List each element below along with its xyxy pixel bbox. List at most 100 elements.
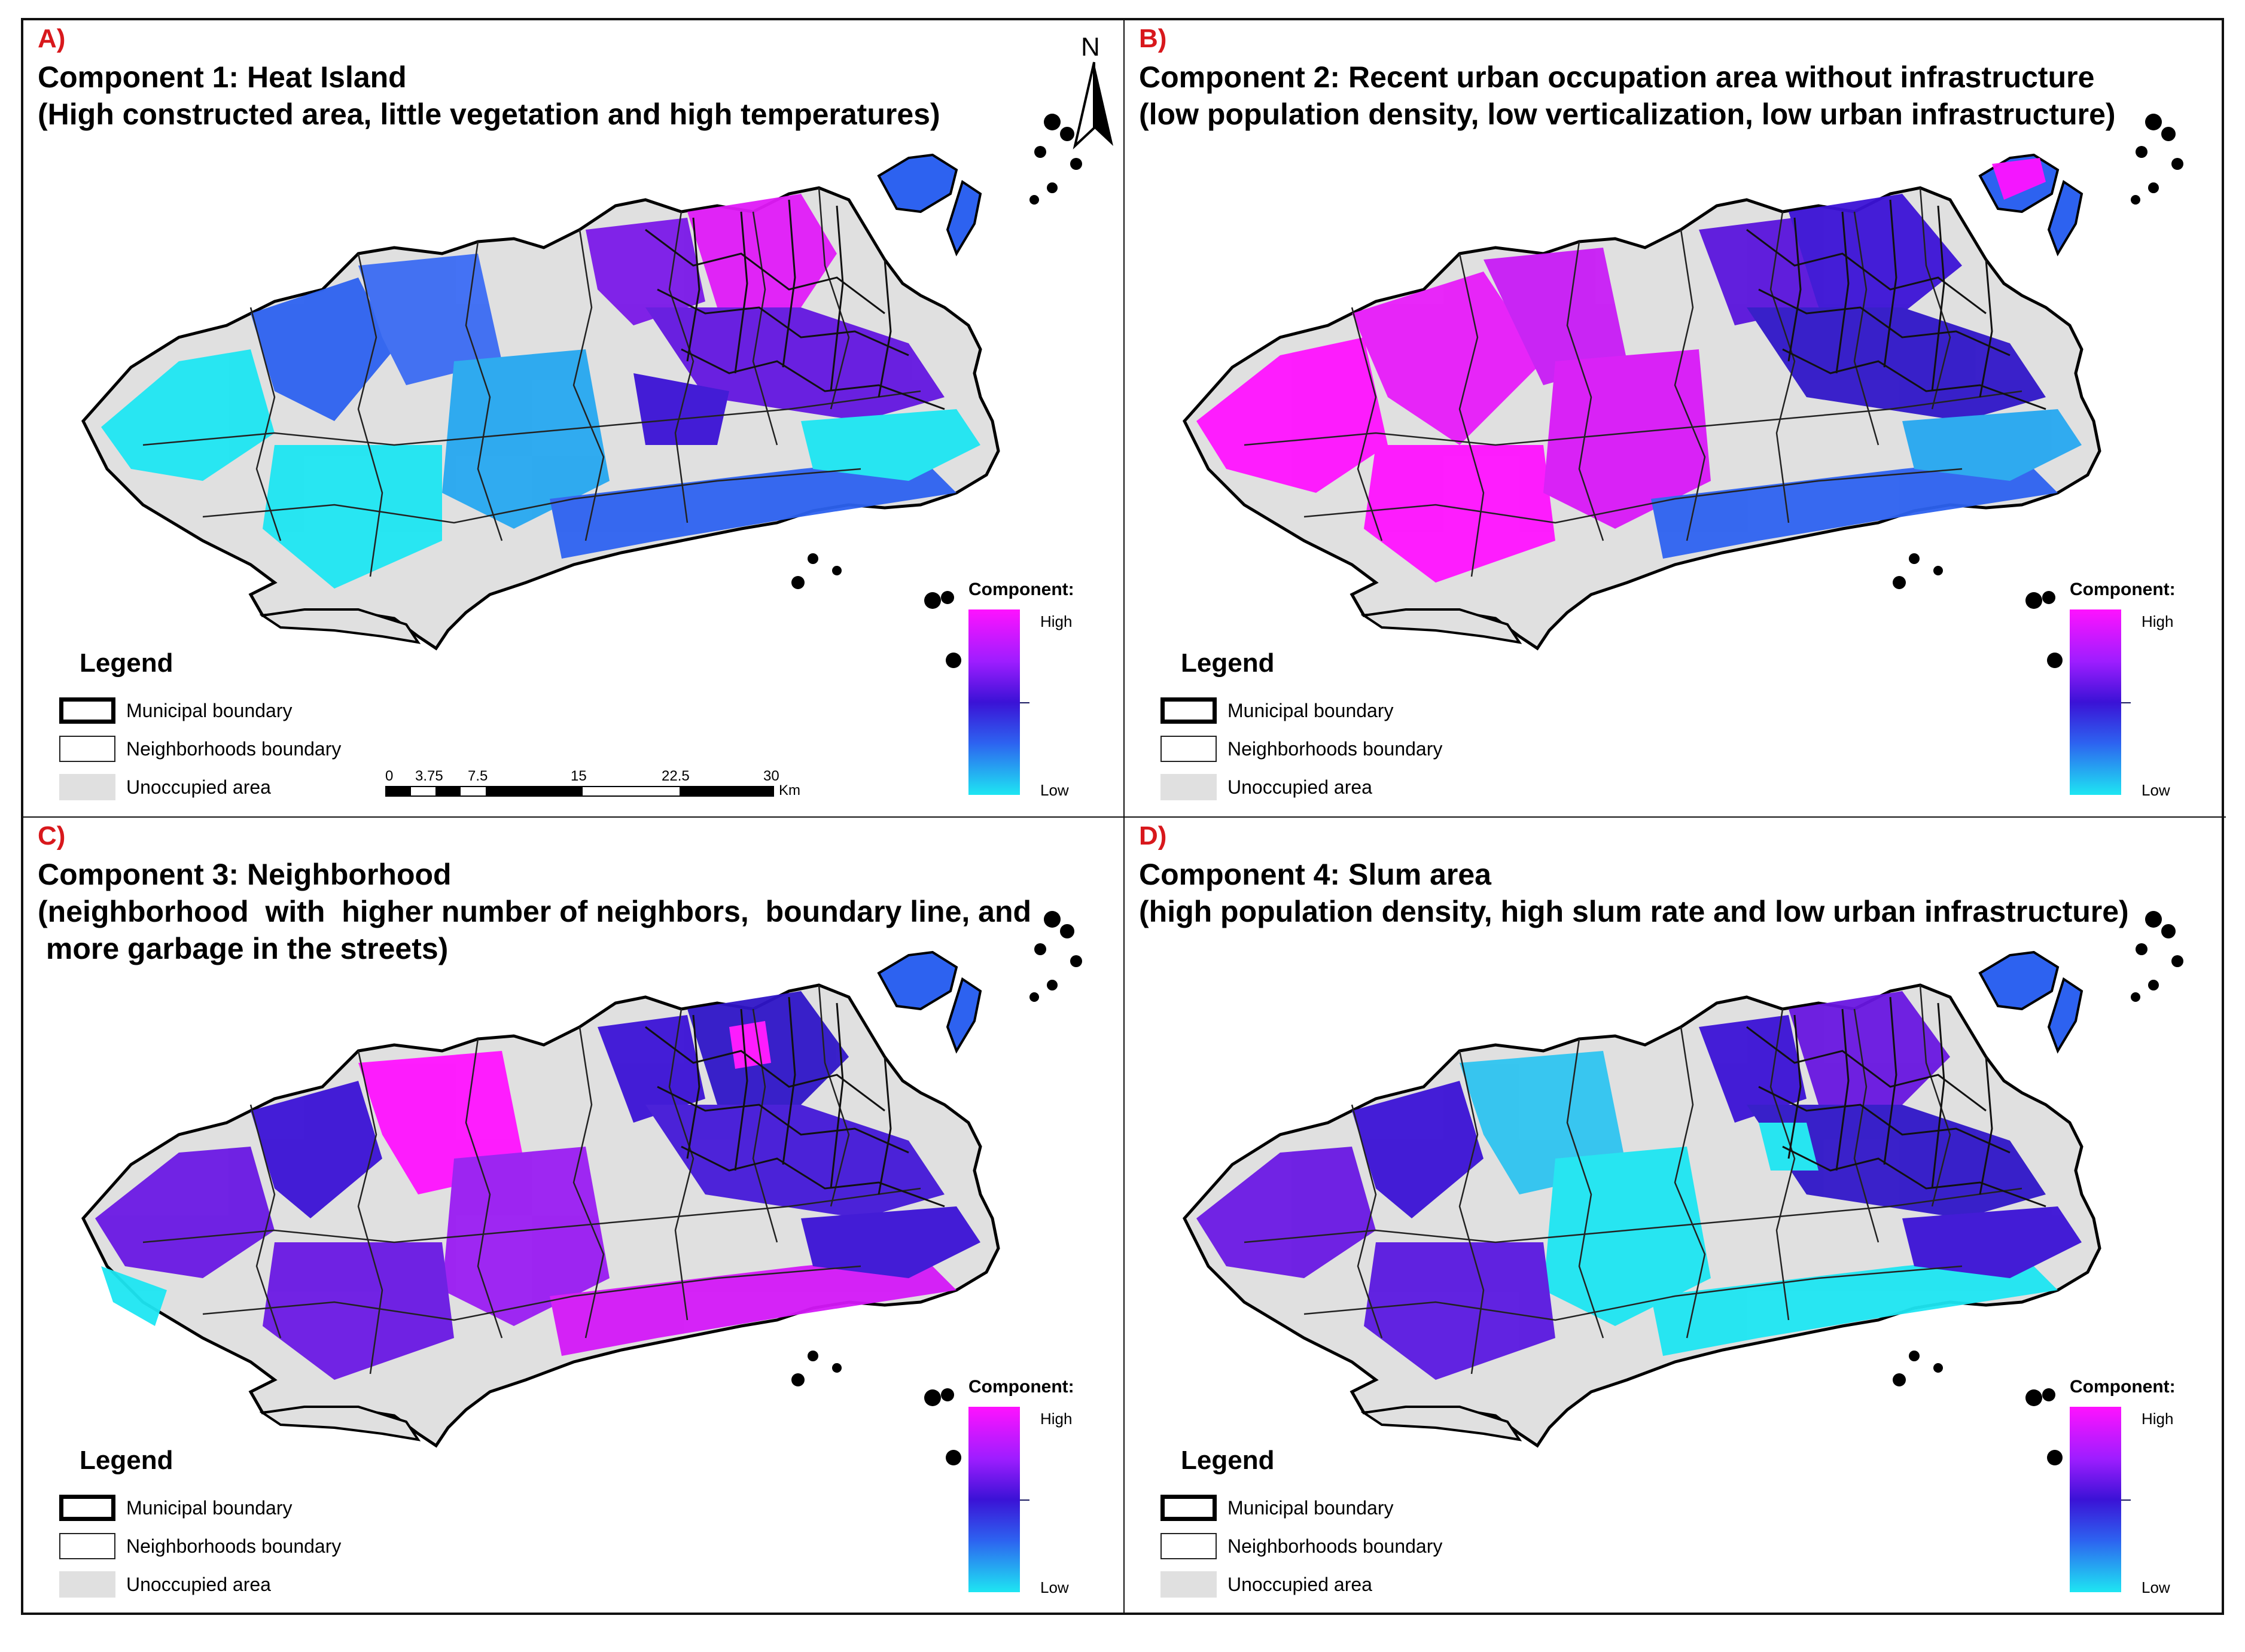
colorbar-low-label: Low [2142,781,2170,799]
legend: Legend Municipal boundary Neighborhoods … [1160,648,1442,806]
colorbar-midline [1020,702,1029,703]
colorbar-high-label: High [2142,1410,2174,1428]
legend-label: Unoccupied area [126,776,271,798]
colorbar-title: Component: [968,580,1074,599]
neighborhoods-swatch [1160,736,1217,762]
legend: Legend Municipal boundary Neighborhoods … [1160,1446,1442,1604]
legend: Legend Municipal boundary Neighborhoods … [59,1446,341,1604]
legend-label: Neighborhoods boundary [126,737,342,760]
colorbar-low-label: Low [2142,1578,2170,1596]
neighborhoods-swatch [59,736,115,762]
legend-item-neighborhoods: Neighborhoods boundary [59,1527,341,1565]
neighborhoods-swatch [1160,1533,1217,1559]
legend-label: Municipal boundary [1227,699,1394,721]
panel-tag: D) [1139,821,1167,851]
legend-label: Neighborhoods boundary [1227,737,1443,760]
panel-tag: B) [1139,24,1167,53]
legend-title: Legend [80,648,173,678]
legend-label: Unoccupied area [1227,776,1372,798]
colorbar [968,1407,1020,1592]
legend-label: Unoccupied area [126,1573,271,1595]
colorbar [2070,609,2121,795]
panel-title-line: Component 2: Recent urban occupation are… [1139,60,2095,94]
legend-label: Municipal boundary [126,699,293,721]
choropleth-map [1125,110,2226,768]
legend-title: Legend [80,1446,173,1475]
legend-item-municipal: Municipal boundary [1160,691,1442,730]
legend-label: Neighborhoods boundary [126,1535,342,1557]
panel-title-line: Component 4: Slum area [1139,858,1491,891]
colorbar-title: Component: [2070,580,2176,599]
panel-title-line: more garbage in the streets) [38,932,449,965]
colorbar-low-label: Low [1040,1578,1069,1596]
north-arrow-icon [1073,62,1113,150]
legend-label: Neighborhoods boundary [1227,1535,1443,1557]
panel-title-line: Component 3: Neighborhood [38,858,452,891]
municipal-swatch [1160,697,1217,724]
panel-b: B) Component 2: Recent urban occupation … [1125,20,2226,818]
panel-a: A) Component 1: Heat Island (High constr… [23,20,1125,818]
legend-item-unoccupied: Unoccupied area [59,768,341,806]
panel-c: C) Component 3: Neighborhood (neighborho… [23,818,1125,1615]
scale-tick-label: 22.5 [662,768,690,784]
panel-title: Component 1: Heat Island (High construct… [38,59,1114,133]
choropleth-map [1125,907,2226,1565]
panel-title-line: (low population density, low verticaliza… [1139,97,2116,131]
legend-item-neighborhoods: Neighborhoods boundary [1160,1527,1442,1565]
scale-bar: 0 3.75 7.5 15 22.5 30 Km [385,768,804,810]
panel-title-line: (High constructed area, little vegetatio… [38,97,940,131]
legend-title: Legend [1181,648,1275,678]
panel-tag: A) [38,24,66,53]
legend-item-unoccupied: Unoccupied area [59,1565,341,1604]
panel-title-line: (high population density, high slum rate… [1139,895,2129,928]
colorbar-midline [1020,1499,1029,1501]
scale-bar-graphic [385,786,774,797]
colorbar-midline [2121,1499,2131,1501]
unoccupied-swatch [59,1571,115,1598]
north-arrow-label: N [1081,32,1100,62]
panel-tag: C) [38,821,66,851]
panel-title-line: (neighborhood with higher number of neig… [38,895,1032,928]
legend-item-unoccupied: Unoccupied area [1160,768,1442,806]
figure-frame: A) Component 1: Heat Island (High constr… [21,18,2226,1615]
colorbar-midline [2121,702,2131,703]
panel-d: D) Component 4: Slum area (high populati… [1125,818,2226,1615]
choropleth-map [23,110,1125,768]
legend-label: Municipal boundary [1227,1496,1394,1519]
unoccupied-swatch [59,774,115,800]
legend-item-unoccupied: Unoccupied area [1160,1565,1442,1604]
unoccupied-swatch [1160,774,1217,800]
choropleth-map [23,907,1125,1565]
scale-tick-label: 15 [571,768,587,784]
scale-tick-label: 3.75 [415,768,443,784]
legend-item-municipal: Municipal boundary [1160,1489,1442,1527]
legend-item-municipal: Municipal boundary [59,1489,341,1527]
colorbar [2070,1407,2121,1592]
legend-label: Unoccupied area [1227,1573,1372,1595]
panel-title-line: Component 1: Heat Island [38,60,407,94]
colorbar-high-label: High [1040,1410,1073,1428]
scale-unit: Km [779,782,800,798]
panel-title: Component 2: Recent urban occupation are… [1139,59,2216,133]
unoccupied-swatch [1160,1571,1217,1598]
colorbar-high-label: High [1040,612,1073,630]
scale-tick-label: 0 [385,768,394,784]
legend-item-neighborhoods: Neighborhoods boundary [1160,730,1442,768]
neighborhoods-swatch [59,1533,115,1559]
municipal-swatch [59,1495,115,1521]
scale-tick-label: 30 [763,768,779,784]
panel-title: Component 4: Slum area (high population … [1139,856,2216,930]
scale-tick-label: 7.5 [468,768,488,784]
municipal-swatch [1160,1495,1217,1521]
colorbar-high-label: High [2142,612,2174,630]
legend-title: Legend [1181,1446,1275,1475]
legend-label: Municipal boundary [126,1496,293,1519]
colorbar-title: Component: [968,1377,1074,1397]
colorbar-low-label: Low [1040,781,1069,799]
municipal-swatch [59,697,115,724]
colorbar-title: Component: [2070,1377,2176,1397]
legend-item-municipal: Municipal boundary [59,691,341,730]
legend-item-neighborhoods: Neighborhoods boundary [59,730,341,768]
colorbar [968,609,1020,795]
legend: Legend Municipal boundary Neighborhoods … [59,648,341,806]
